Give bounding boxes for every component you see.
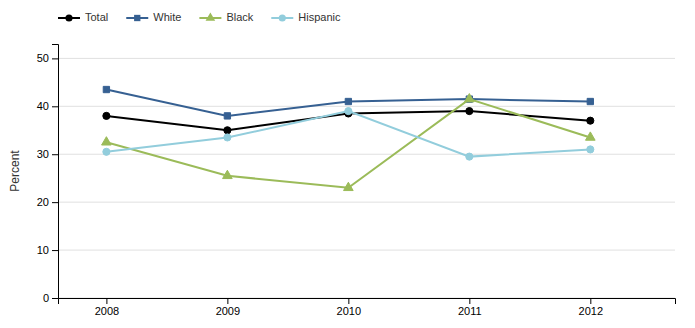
series-marker [345,98,351,104]
series-line [106,99,590,188]
series-marker [587,98,593,104]
legend-label: Total [85,11,108,23]
x-tick-mark [106,298,107,304]
grid-line [58,58,675,59]
series-marker [224,127,231,134]
y-tick-label: 0 [43,292,49,304]
legend-swatch-marker [134,15,140,21]
x-tick-label: 2008 [95,305,119,317]
grid [58,58,675,298]
series-marker [344,182,354,190]
legend-item: Black [199,11,253,23]
x-tick-mark [348,298,349,304]
series-marker [466,108,473,115]
x-tick: 2009 [216,298,240,317]
y-tick: 30 [37,148,58,160]
x-tick: 2008 [95,298,119,317]
y-axis-title: Percent [8,150,22,192]
grid-line [58,250,675,251]
legend-item: Hispanic [271,11,341,23]
y-tick-mark [52,154,58,155]
y-tick-label: 10 [37,244,49,256]
x-axis: 2008 2009 2010 2011 2012 [59,298,676,317]
y-tick: 50 [37,52,58,64]
chart-svg: 2008 2009 2010 2011 2012 0 10 20 30 40 50 Percent To… [0,0,695,328]
axis-line [59,299,676,305]
legend-label: White [153,11,181,23]
series-marker [103,112,110,119]
plot: 2008 2009 2010 2011 2012 0 10 20 30 40 50 [37,45,676,317]
legend-swatch-marker [65,14,72,21]
x-tick-label: 2010 [337,305,361,317]
legend-swatch-marker [279,14,286,21]
x-tick-mark [590,298,591,304]
series-line [106,90,590,116]
x-tick-label: 2011 [458,305,482,317]
y-tick: 20 [37,196,58,208]
series-marker [224,134,231,141]
y-tick-mark [52,106,58,107]
y-tick-mark [52,58,58,59]
x-tick-mark [469,298,470,304]
series-marker [345,108,352,115]
y-tick: 0 [43,292,58,304]
axis-line [52,45,59,299]
legend-item: White [126,11,181,23]
y-tick-label: 50 [37,52,49,64]
series-group [102,86,596,190]
legend-label: Black [226,11,253,23]
y-tick-label: 40 [37,100,49,112]
y-tick-label: 30 [37,148,49,160]
series-marker [103,148,110,155]
series-marker [465,94,475,102]
series-marker [224,113,230,119]
legend-item: Total [58,11,108,23]
series-marker [587,146,594,153]
x-tick-label: 2009 [216,305,240,317]
y-tick-mark [52,298,58,299]
x-tick: 2010 [337,298,361,317]
legend-label: Hispanic [298,11,341,23]
y-tick: 40 [37,100,58,112]
series-marker [586,132,596,140]
x-tick: 2012 [579,298,603,317]
x-tick-label: 2012 [579,305,603,317]
legend: Total White Black Hispanic [58,11,341,23]
chart-container: 2008 2009 2010 2011 2012 0 10 20 30 40 50 Percent To… [0,0,695,328]
legend-swatch-marker [206,12,216,20]
y-tick-label: 20 [37,196,49,208]
series-marker [102,137,112,145]
y-tick: 10 [37,244,58,256]
series-marker [466,153,473,160]
y-tick-mark [52,250,58,251]
x-tick-mark [227,298,228,304]
y-tick-mark [52,202,58,203]
grid-line [58,202,675,203]
y-axis: 0 10 20 30 40 50 [37,45,59,305]
grid-line [58,106,675,107]
series-marker [103,86,109,92]
series-marker [587,117,594,124]
series-line [106,111,590,157]
series-marker [223,170,233,178]
x-tick: 2011 [458,298,482,317]
